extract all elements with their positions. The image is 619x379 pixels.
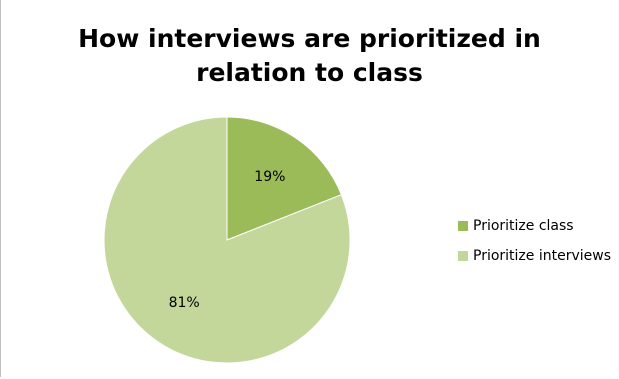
pie-slice-prioritize-class — [226, 116, 343, 241]
chart-title: How interviews are prioritized in relati… — [0, 22, 619, 90]
chart-title-line-1: How interviews are prioritized in — [78, 24, 541, 53]
legend-item-prioritize-interviews: Prioritize interviews — [458, 247, 611, 265]
data-label-prioritize-interviews: 81% — [169, 295, 200, 311]
legend-label-prioritize-interviews: Prioritize interviews — [473, 248, 611, 264]
legend-swatch-prioritize-interviews — [458, 251, 468, 261]
pie-slices — [103, 116, 351, 364]
pie-slice-prioritize-interviews — [103, 116, 351, 364]
legend-label-prioritize-class: Prioritize class — [473, 218, 574, 234]
legend: Prioritize class Prioritize interviews — [458, 217, 611, 277]
pie-data-labels: 19% 81% — [169, 169, 286, 311]
chart-title-line-2: relation to class — [196, 58, 423, 87]
legend-swatch-prioritize-class — [458, 221, 468, 231]
legend-item-prioritize-class: Prioritize class — [458, 217, 611, 235]
data-label-prioritize-class: 19% — [254, 169, 285, 185]
